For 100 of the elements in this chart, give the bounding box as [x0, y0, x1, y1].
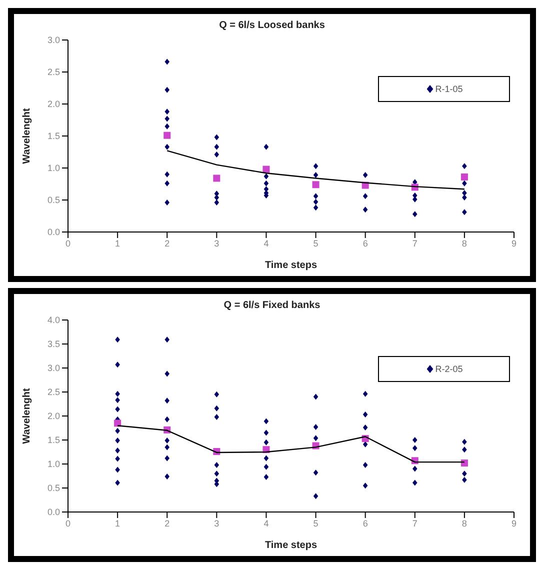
point: [164, 171, 170, 178]
point: [362, 462, 368, 468]
point: [362, 206, 368, 213]
point: [264, 144, 269, 150]
y-tick-label: 2.0: [47, 99, 60, 110]
point: [214, 144, 220, 150]
point: [164, 416, 170, 422]
point: [462, 163, 467, 170]
point: [114, 420, 122, 427]
point: [164, 144, 170, 150]
point: [164, 200, 170, 206]
point: [264, 455, 269, 462]
point: [362, 390, 368, 397]
point: [460, 460, 468, 467]
point: [164, 123, 170, 130]
point: [462, 180, 467, 186]
point: [313, 493, 318, 500]
x-tick-label: 9: [511, 238, 517, 248]
point: [362, 412, 368, 418]
point: [313, 163, 318, 170]
x-axis-title: Time steps: [264, 540, 318, 551]
point: [264, 173, 269, 180]
point: [462, 209, 467, 216]
point: [262, 166, 270, 173]
point: [313, 204, 318, 211]
x-tick-label: 1: [115, 518, 120, 528]
point: [164, 473, 170, 480]
point: [462, 438, 467, 445]
y-axis-title: Wavelenght: [22, 107, 33, 164]
x-tick-label: 9: [511, 518, 517, 528]
point: [312, 181, 320, 188]
point: [164, 455, 170, 462]
point: [264, 430, 269, 436]
point: [412, 466, 418, 472]
y-tick-label: 1.5: [47, 435, 60, 446]
x-tick-label: 1: [115, 238, 120, 248]
point: [362, 172, 368, 178]
point: [115, 390, 120, 397]
x-tick-label: 5: [313, 518, 318, 528]
x-tick-label: 7: [412, 518, 418, 528]
point: [313, 470, 318, 476]
y-tick-label: 4.0: [47, 315, 60, 326]
point: [412, 480, 418, 486]
point: [460, 173, 468, 180]
point: [362, 482, 368, 489]
y-tick-label: 0.0: [47, 507, 60, 518]
point: [214, 462, 220, 468]
x-tick-label: 8: [462, 518, 467, 528]
point: [164, 132, 171, 139]
point: [462, 470, 467, 477]
point: [313, 193, 318, 200]
point: [164, 180, 170, 186]
x-tick-label: 3: [214, 518, 220, 528]
point: [313, 394, 318, 400]
point: [313, 435, 318, 442]
chart-title: Q = 6l/s Loosed banks: [218, 19, 326, 33]
point: [164, 398, 170, 404]
y-tick-label: 2.5: [47, 67, 60, 78]
point: [313, 198, 318, 205]
point: [462, 190, 467, 196]
y-tick-label: 1.0: [47, 163, 60, 174]
point: [115, 466, 120, 473]
x-tick-label: 5: [313, 238, 318, 248]
y-tick-label: 2.5: [47, 387, 60, 398]
legend-label: R-2-05: [434, 364, 463, 374]
point: [264, 418, 269, 424]
point: [264, 464, 269, 470]
y-tick-label: 0.5: [47, 483, 60, 494]
point: [164, 437, 170, 444]
point: [115, 336, 120, 343]
point: [214, 200, 220, 206]
point: [115, 448, 120, 454]
x-tick-label: 2: [164, 518, 170, 528]
y-tick-label: 0.0: [47, 227, 60, 238]
y-tick-label: 3.5: [47, 339, 60, 350]
point: [264, 474, 269, 480]
point: [164, 370, 170, 377]
x-tick-label: 8: [462, 238, 467, 248]
point: [115, 437, 120, 444]
legend-label: R-1-05: [434, 84, 463, 94]
point: [115, 428, 120, 434]
point: [164, 86, 170, 93]
point: [214, 470, 220, 477]
point: [115, 397, 120, 404]
x-tick-label: 7: [412, 238, 418, 248]
chart-title: Q = 6l/s Fixed banks: [222, 299, 322, 313]
y-tick-label: 3.0: [47, 363, 60, 374]
x-axis-title: Time steps: [264, 260, 318, 271]
point: [362, 424, 368, 431]
x-tick-label: 0: [65, 518, 71, 528]
point: [462, 476, 467, 483]
point: [164, 108, 170, 115]
point: [164, 116, 170, 122]
point: [213, 174, 220, 182]
point: [115, 480, 120, 486]
y-tick-label: 0.5: [47, 195, 60, 206]
point: [362, 193, 368, 200]
x-tick-label: 4: [264, 238, 269, 248]
point: [214, 152, 220, 158]
x-tick-label: 3: [214, 238, 220, 248]
